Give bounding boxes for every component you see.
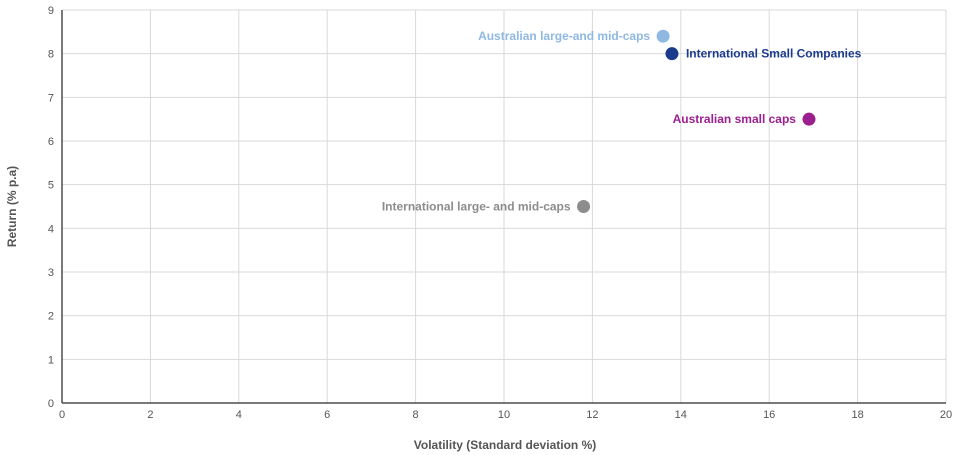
- y-tick-label: 5: [48, 180, 54, 192]
- y-tick-label: 8: [48, 49, 54, 61]
- x-tick-label: 16: [763, 409, 775, 421]
- data-point-label: International large- and mid-caps: [382, 200, 571, 214]
- y-tick-label: 7: [48, 92, 54, 104]
- data-point: [656, 29, 670, 43]
- data-point: [802, 112, 816, 126]
- y-tick-label: 3: [48, 267, 54, 279]
- x-tick-label: 14: [675, 409, 687, 421]
- x-tick-label: 20: [940, 409, 952, 421]
- x-tick-label: 8: [413, 409, 419, 421]
- x-tick-label: 4: [236, 409, 242, 421]
- y-axis-title: Return (% p.a): [5, 166, 19, 247]
- x-axis-title: Volatility (Standard deviation %): [414, 438, 596, 452]
- y-tick-label: 9: [48, 5, 54, 17]
- data-point: [577, 200, 591, 213]
- data-point-label: Australian large-and mid-caps: [478, 29, 650, 43]
- y-tick-label: 1: [48, 354, 54, 366]
- x-tick-label: 12: [586, 409, 598, 421]
- data-point-label: International Small Companies: [686, 47, 862, 61]
- y-tick-label: 6: [48, 136, 54, 148]
- data-point: [665, 47, 679, 61]
- axes: [61, 10, 946, 404]
- x-tick-label: 2: [147, 409, 153, 421]
- y-tick-label: 2: [48, 311, 54, 323]
- x-tick-label: 6: [324, 409, 330, 421]
- y-tick-label: 4: [48, 223, 54, 235]
- x-tick-label: 0: [59, 409, 65, 421]
- y-tick-label: 0: [48, 398, 54, 410]
- x-tick-label: 18: [851, 409, 863, 421]
- data-points: Australian large-and mid-caps Internation…: [382, 29, 862, 213]
- data-point-label: Australian small caps: [673, 112, 797, 126]
- x-tick-label: 10: [498, 409, 510, 421]
